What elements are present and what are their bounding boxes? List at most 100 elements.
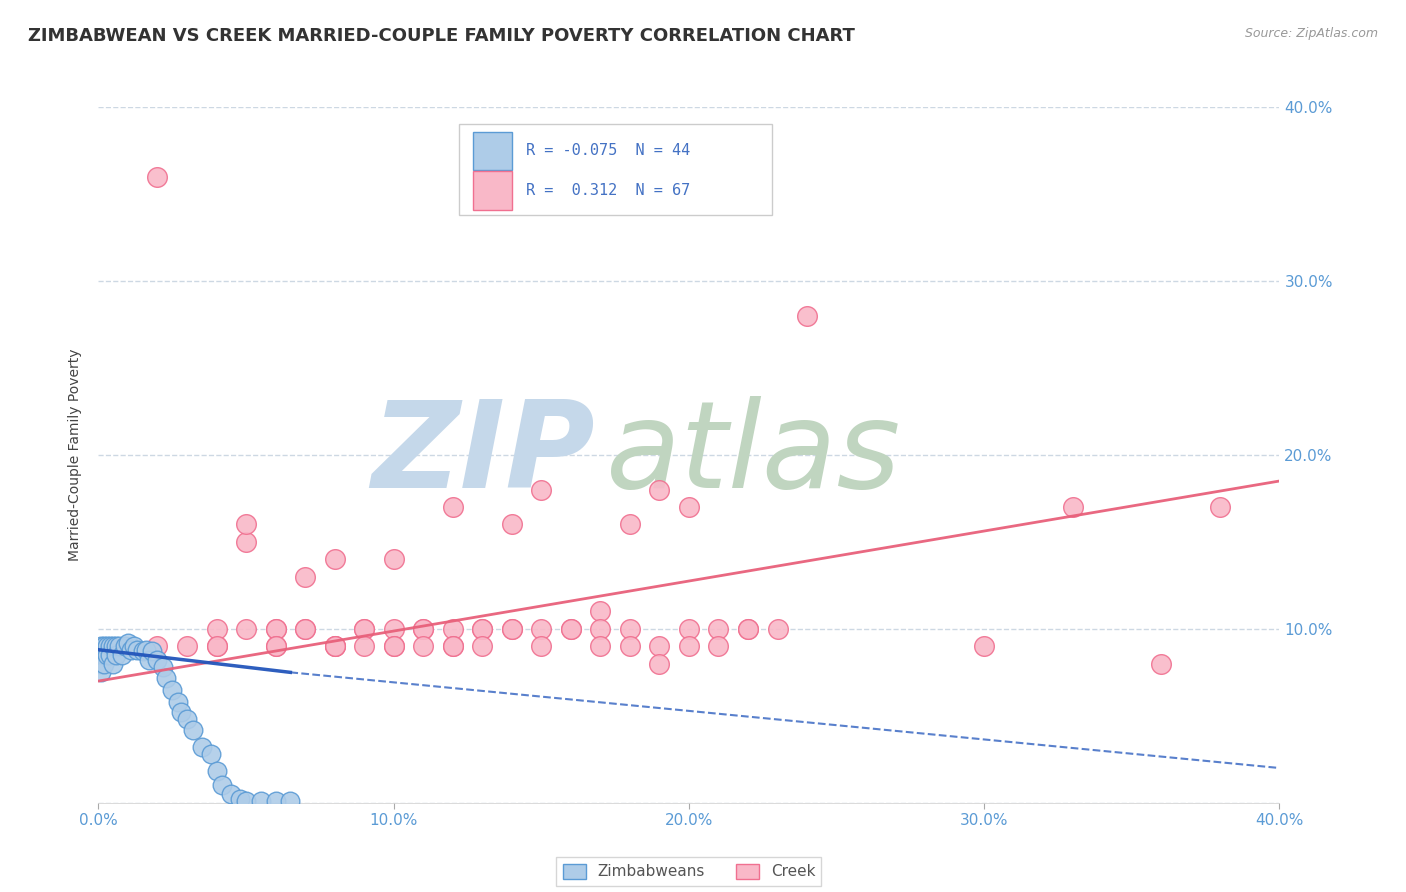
Point — [412, 639, 434, 653]
Point — [382, 639, 405, 653]
Point — [294, 570, 316, 584]
Point — [323, 639, 346, 653]
Point — [323, 552, 346, 566]
Point — [471, 622, 494, 636]
Point — [737, 622, 759, 636]
Point — [103, 639, 125, 653]
Point — [250, 794, 273, 808]
Point — [205, 639, 228, 653]
Text: ZIP: ZIP — [371, 396, 595, 514]
Point — [200, 747, 222, 761]
Point — [146, 169, 169, 184]
Point — [90, 657, 112, 671]
Point — [678, 622, 700, 636]
Point — [90, 648, 112, 662]
Point — [501, 622, 523, 636]
Point — [441, 622, 464, 636]
Point — [176, 639, 198, 653]
Point — [235, 517, 257, 532]
Point — [323, 639, 346, 653]
Point — [122, 639, 145, 653]
Point — [125, 642, 148, 657]
FancyBboxPatch shape — [472, 132, 512, 170]
Point — [93, 648, 115, 662]
Point — [353, 622, 375, 636]
Point — [501, 622, 523, 636]
Text: R =  0.312  N = 67: R = 0.312 N = 67 — [526, 183, 690, 198]
Point — [796, 309, 818, 323]
Point — [235, 534, 257, 549]
Point — [105, 639, 128, 653]
Point — [707, 622, 730, 636]
Point — [90, 665, 112, 680]
Point — [264, 622, 287, 636]
Point — [146, 653, 169, 667]
Legend: Zimbabweans, Creek: Zimbabweans, Creek — [557, 857, 821, 886]
Point — [589, 639, 612, 653]
Point — [98, 648, 121, 662]
Point — [589, 605, 612, 619]
Point — [205, 764, 228, 779]
Point — [619, 639, 641, 653]
Point — [96, 639, 118, 653]
Point — [323, 639, 346, 653]
Point — [382, 622, 405, 636]
Point — [205, 622, 228, 636]
Point — [135, 642, 157, 657]
Point — [219, 787, 242, 801]
Point — [589, 622, 612, 636]
Point — [191, 740, 214, 755]
Point — [294, 622, 316, 636]
Point — [264, 639, 287, 653]
Point — [93, 657, 115, 671]
Point — [1062, 500, 1084, 514]
FancyBboxPatch shape — [472, 171, 512, 210]
Point — [441, 500, 464, 514]
Point — [1150, 657, 1173, 671]
Point — [441, 639, 464, 653]
Point — [648, 657, 671, 671]
Point — [181, 723, 204, 737]
Y-axis label: Married-Couple Family Poverty: Married-Couple Family Poverty — [69, 349, 83, 561]
Point — [278, 794, 302, 808]
Point — [353, 639, 375, 653]
Point — [530, 483, 553, 497]
Point — [205, 639, 228, 653]
Point — [737, 622, 759, 636]
Point — [471, 622, 494, 636]
Point — [117, 636, 139, 650]
Point — [353, 622, 375, 636]
Text: R = -0.075  N = 44: R = -0.075 N = 44 — [526, 144, 690, 159]
Point — [471, 639, 494, 653]
Point — [264, 639, 287, 653]
Point — [382, 639, 405, 653]
Point — [146, 639, 169, 653]
Point — [678, 639, 700, 653]
Point — [707, 639, 730, 653]
Point — [167, 695, 190, 709]
Point — [294, 622, 316, 636]
Point — [152, 660, 174, 674]
Point — [105, 648, 128, 662]
Point — [138, 653, 160, 667]
Point — [211, 778, 233, 792]
Point — [412, 622, 434, 636]
Point — [162, 682, 183, 697]
Point — [111, 648, 134, 662]
Point — [114, 639, 136, 653]
Point — [176, 712, 198, 726]
Point — [98, 639, 121, 653]
FancyBboxPatch shape — [458, 124, 772, 215]
Point — [229, 792, 252, 806]
Point — [170, 706, 193, 720]
Point — [530, 639, 553, 653]
Point — [96, 648, 118, 662]
Point — [678, 500, 700, 514]
Point — [155, 671, 177, 685]
Point — [619, 622, 641, 636]
Point — [235, 794, 257, 808]
Point — [766, 622, 789, 636]
Point — [90, 639, 112, 653]
Point — [108, 639, 131, 653]
Point — [382, 552, 405, 566]
